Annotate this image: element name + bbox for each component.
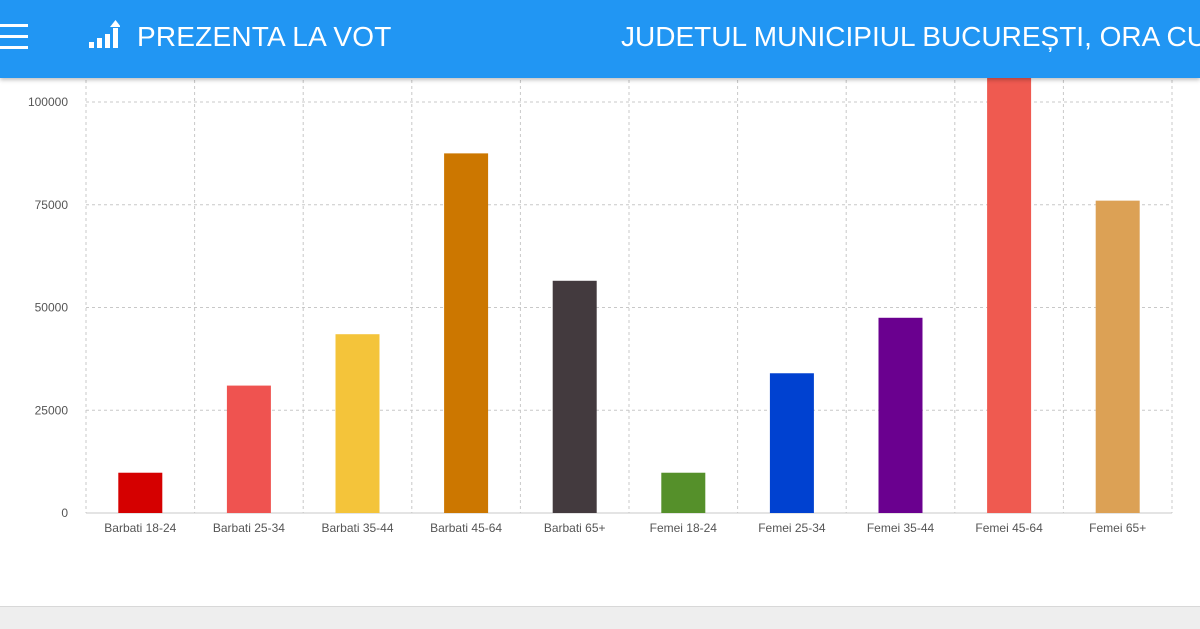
bar <box>1095 200 1140 513</box>
x-tick-label: Femei 45-64 <box>975 521 1043 535</box>
y-tick-label: 75000 <box>35 198 69 212</box>
hamburger-menu-icon[interactable] <box>0 24 28 50</box>
bar <box>335 334 380 513</box>
app-title: PREZENTA LA VOT <box>137 21 392 52</box>
app-header: PREZENTA LA VOT JUDETUL MUNICIPIUL BUCUR… <box>0 0 1200 78</box>
x-tick-label: Barbati 35-44 <box>321 521 393 535</box>
bars-layer <box>118 76 1140 513</box>
x-tick-label: Barbati 45-64 <box>430 521 502 535</box>
bar <box>118 472 163 513</box>
x-tick-label: Femei 35-44 <box>867 521 935 535</box>
bar <box>444 153 489 513</box>
bar <box>769 373 814 513</box>
bar <box>226 385 271 513</box>
x-tick-label: Femei 25-34 <box>758 521 826 535</box>
bar <box>987 76 1032 513</box>
x-tick-label: Femei 65+ <box>1089 521 1146 535</box>
y-tick-label: 25000 <box>35 403 69 417</box>
x-tick-label: Barbati 18-24 <box>104 521 176 535</box>
y-tick-label: 50000 <box>35 301 69 315</box>
bar-chart: 0 25000 50000 75000 100000 Barbati 18-24 Barba… <box>28 76 1173 535</box>
page-heading: JUDETUL MUNICIPIUL BUCUREȘTI, ORA CURENT… <box>621 21 1200 52</box>
bar-chart-icon <box>89 20 120 48</box>
bar <box>552 280 597 513</box>
bar <box>661 472 706 513</box>
footer-strip <box>0 606 1200 629</box>
y-tick-label: 0 <box>61 506 68 520</box>
bar <box>878 317 923 513</box>
labels-layer: 0 25000 50000 75000 100000 Barbati 18-24 Barba… <box>28 95 1146 535</box>
x-tick-label: Barbati 65+ <box>544 521 606 535</box>
chart-area: 0 25000 50000 75000 100000 Barbati 18-24 Barba… <box>0 76 1200 606</box>
y-tick-label: 100000 <box>28 95 68 109</box>
x-tick-label: Barbati 25-34 <box>213 521 285 535</box>
x-tick-label: Femei 18-24 <box>650 521 718 535</box>
